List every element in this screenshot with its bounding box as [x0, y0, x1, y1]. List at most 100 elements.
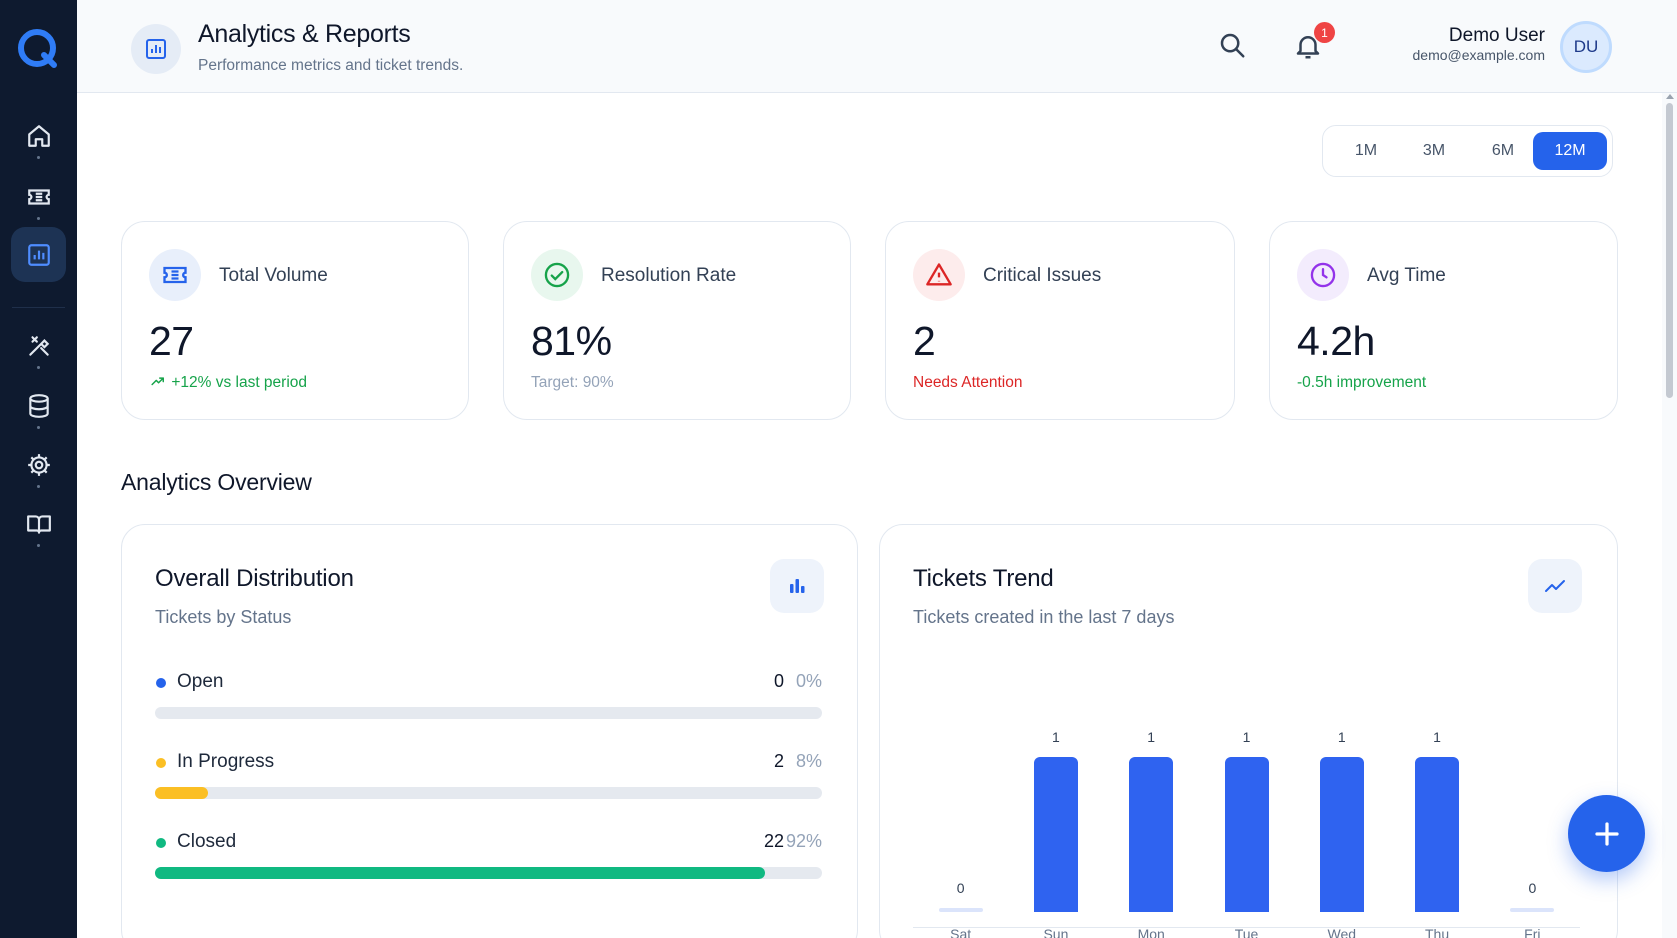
status-percent: 92%: [785, 831, 822, 851]
stat-card-resolution-rate: Resolution Rate 81% Target: 90%: [503, 221, 851, 420]
settings-icon: [27, 453, 50, 476]
tickets-trend-chart: 0 Sat 1 Sun 1 Mon 1 Tue 1 Wed 1 Thu 0 Fri: [913, 655, 1580, 938]
clock-icon: [1310, 262, 1336, 288]
chart-bar-wed: [1319, 757, 1364, 912]
status-row-closed: Closed 22 92%: [155, 828, 822, 888]
home-icon: [27, 124, 50, 147]
progress-track: [155, 707, 822, 719]
chart-baseline: [913, 927, 1580, 928]
bar-chart-button[interactable]: [770, 559, 824, 613]
analytics-icon: [146, 39, 166, 59]
sidebar-item-tickets[interactable]: [11, 169, 66, 224]
chart-category-label: Fri: [1524, 926, 1541, 938]
chart-value-label: 0: [956, 880, 965, 896]
add-ticket-fab[interactable]: [1568, 795, 1645, 872]
sidebar-item-tools[interactable]: [11, 318, 66, 373]
nav-dot: [37, 485, 40, 488]
chart-category-label: Thu: [1425, 926, 1450, 938]
nav-dot: [37, 426, 40, 429]
status-percent: 8%: [795, 751, 822, 771]
check-circle-icon: [544, 262, 570, 288]
stat-note: Needs Attention: [913, 374, 1023, 391]
chart-value-label: 0: [1528, 880, 1537, 896]
scroll-up-arrow-icon[interactable]: [1666, 94, 1674, 99]
stat-value: 27: [149, 318, 194, 364]
chart-value-label: 1: [1433, 729, 1441, 745]
tools-icon: [28, 335, 49, 356]
sidebar-item-docs[interactable]: [11, 496, 66, 551]
distribution-panel: Overall Distribution Tickets by Status O…: [121, 524, 858, 938]
status-row-in-progress: In Progress 2 8%: [155, 748, 822, 808]
nav-dot: [37, 544, 40, 547]
trend-up-icon: [151, 377, 164, 386]
stat-value: 2: [913, 318, 936, 364]
stat-note: -0.5h improvement: [1297, 374, 1427, 391]
trend-chart-button[interactable]: [1528, 559, 1582, 613]
progress-fill: [155, 867, 765, 879]
page-title: Analytics & Reports: [198, 20, 411, 48]
stat-value: 81%: [531, 318, 612, 364]
chart-value-label: 1: [1337, 729, 1346, 745]
sidebar-item-database[interactable]: [11, 378, 66, 433]
chart-value-label: 1: [1147, 729, 1156, 745]
sidebar-item-analytics[interactable]: [11, 227, 66, 282]
sidebar-item-settings[interactable]: [11, 437, 66, 492]
range-6m-button[interactable]: 6M: [1491, 142, 1515, 159]
status-count: 2: [773, 751, 784, 771]
range-3m-button[interactable]: 3M: [1422, 142, 1446, 159]
scrollbar[interactable]: [1662, 93, 1677, 938]
chart-bar-sat: [938, 908, 983, 912]
bell-icon[interactable]: [1293, 30, 1323, 62]
search-icon[interactable]: [1217, 30, 1247, 60]
stat-label: Resolution Rate: [601, 265, 737, 286]
nav-dot: [37, 156, 40, 159]
page-subtitle: Performance metrics and ticket trends.: [198, 57, 464, 74]
sidebar-divider: [12, 307, 65, 308]
stat-value: 4.2h: [1297, 318, 1375, 364]
stat-icon-wrap: [531, 249, 583, 301]
progress-track: [155, 787, 822, 799]
range-12m-button[interactable]: 12M: [1533, 132, 1607, 170]
plus-icon: [1594, 821, 1619, 846]
range-1m-button[interactable]: 1M: [1354, 142, 1378, 159]
panel-title: Tickets Trend: [913, 565, 1054, 592]
chart-category-label: Mon: [1137, 926, 1165, 938]
notification-badge: 1: [1314, 22, 1335, 43]
stat-card-critical-issues: Critical Issues 2 Needs Attention: [885, 221, 1235, 420]
time-range-toggle: 1M 3M 6M 12M: [1322, 125, 1613, 177]
top-header: Analytics & Reports Performance metrics …: [77, 0, 1677, 93]
status-dot: [156, 838, 166, 848]
chart-value-label: 1: [1052, 729, 1060, 745]
trend-panel: Tickets Trend Tickets created in the las…: [879, 524, 1618, 938]
stat-icon-wrap: [913, 249, 965, 301]
app-logo[interactable]: [16, 27, 60, 71]
sidebar-item-home[interactable]: [11, 108, 66, 163]
chart-category-label: Wed: [1327, 926, 1357, 938]
stat-card-avg-time: Avg Time 4.2h -0.5h improvement: [1269, 221, 1618, 420]
chart-bar-sun: [1033, 757, 1078, 912]
stat-note: +12% vs last period: [171, 374, 308, 391]
status-count: 22: [763, 831, 784, 851]
scroll-thumb[interactable]: [1666, 103, 1673, 398]
user-name: Demo User: [1448, 25, 1545, 46]
stat-card-total-volume: Total Volume 27 +12% vs last period: [121, 221, 469, 420]
database-icon: [28, 393, 49, 418]
chart-bar-fri: [1510, 908, 1555, 912]
avatar[interactable]: DU: [1560, 21, 1612, 73]
status-dot: [156, 758, 166, 768]
status-label: In Progress: [177, 751, 275, 772]
stat-label: Critical Issues: [983, 265, 1102, 286]
chart-category-label: Sat: [950, 926, 972, 938]
analytics-icon: [27, 243, 50, 266]
stat-note: Target: 90%: [531, 374, 614, 391]
nav-dot: [37, 366, 40, 369]
chart-category-label: Tue: [1234, 926, 1259, 938]
progress-fill: [155, 787, 209, 799]
chart-bar-thu: [1415, 757, 1460, 912]
stat-icon-wrap: [1297, 249, 1349, 301]
warning-icon: [926, 263, 952, 286]
chart-bar-tue: [1224, 757, 1269, 912]
stat-note-wrap: +12% vs last period: [149, 374, 307, 392]
status-count: 0: [773, 671, 784, 691]
status-label: Open: [177, 671, 224, 692]
